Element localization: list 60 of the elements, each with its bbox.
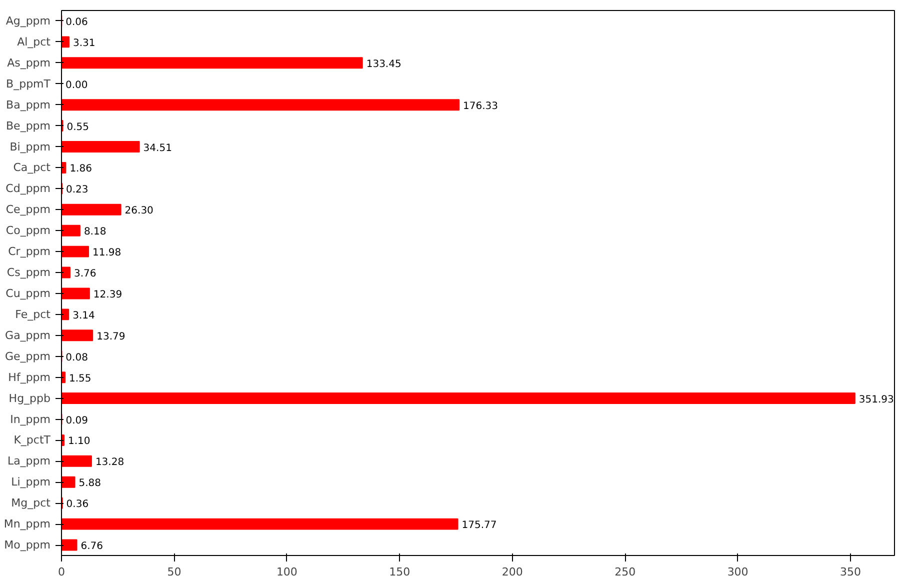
data-label: 175.77 [462, 520, 497, 532]
y-tick-label: Hf_ppm [8, 370, 51, 384]
y-tick-label: Ce_ppm [6, 203, 51, 216]
data-label: 6.76 [80, 541, 104, 552]
x-tick-label: 350 [840, 566, 862, 578]
y-tick-label: Fe_pct [15, 308, 52, 321]
data-label: 11.98 [92, 248, 122, 259]
data-label: 13.28 [95, 457, 124, 468]
y-tick-label: Mg_pct [11, 496, 52, 510]
data-label: 0.55 [66, 122, 90, 133]
data-label: 8.18 [84, 226, 106, 238]
data-label: 0.36 [66, 499, 89, 510]
y-tick-label: Mn_ppm [4, 518, 51, 531]
y-tick-label: B_ppmT [6, 77, 51, 90]
y-tick-label: Ga_ppm [5, 328, 51, 342]
data-label: 0.08 [66, 352, 88, 364]
x-tick-label: 50 [167, 566, 182, 578]
y-tick-label: Ca_pct [13, 161, 52, 174]
data-label: 176.33 [463, 100, 498, 112]
data-label: 133.45 [366, 58, 402, 70]
y-tick-label: Cu_ppm [6, 286, 51, 300]
data-label: 0.09 [66, 415, 88, 426]
data-label: 13.79 [96, 331, 126, 342]
y-tick-label: Al_pct [17, 35, 52, 48]
y-tick-label: K_pctT [14, 434, 51, 447]
x-tick-label: 0 [58, 566, 65, 578]
y-tick-label: Bi_ppm [10, 140, 51, 154]
data-label: 0.06 [66, 16, 88, 28]
x-tick-label: 200 [502, 566, 523, 578]
data-label: 34.51 [143, 142, 172, 154]
y-tick-label: Be_ppm [6, 119, 51, 132]
y-tick-label: Cr_ppm [8, 245, 51, 258]
y-tick-label: In_ppm [10, 412, 51, 426]
x-tick-label: 300 [727, 566, 748, 578]
x-tick-label: 250 [614, 566, 636, 578]
data-label: 0.23 [66, 184, 88, 196]
data-label: 3.14 [72, 310, 95, 322]
x-tick-label: 100 [276, 566, 298, 578]
data-label: 1.55 [68, 373, 92, 384]
y-tick-label: Cs_ppm [6, 266, 50, 280]
data-label: 1.10 [68, 436, 90, 448]
y-tick-label: Mo_ppm [4, 538, 51, 552]
data-label: 351.93 [858, 394, 894, 406]
data-label: 3.76 [74, 268, 96, 280]
y-tick-label: Ag_ppm [6, 14, 50, 28]
data-label: 1.86 [70, 164, 92, 175]
y-tick-label: Co_ppm [6, 224, 51, 238]
y-tick-label: Ba_ppm [6, 98, 50, 112]
data-label: 26.30 [124, 206, 154, 217]
y-tick-label: As_ppm [7, 56, 50, 70]
y-tick-label: La_ppm [7, 454, 51, 468]
y-tick-label: Hg_ppb [8, 392, 51, 405]
data-label: 12.39 [93, 289, 122, 300]
data-label: 3.31 [72, 38, 96, 49]
x-tick-label: 150 [389, 566, 410, 578]
data-label: 5.88 [78, 478, 102, 490]
y-tick-label: Cd_ppm [6, 182, 50, 196]
data-label: 0.00 [66, 80, 88, 91]
y-tick-label: Li_ppm [11, 476, 51, 489]
y-tick-label: Ge_ppm [5, 350, 51, 363]
